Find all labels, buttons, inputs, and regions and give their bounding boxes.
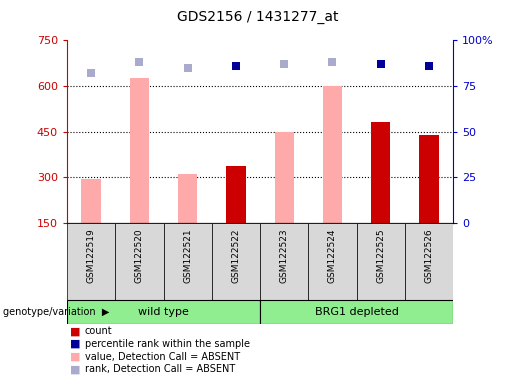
Bar bbox=[308, 223, 356, 300]
Bar bbox=[81, 179, 101, 223]
Bar bbox=[260, 223, 308, 300]
Text: GSM122526: GSM122526 bbox=[424, 228, 434, 283]
Bar bbox=[178, 174, 197, 223]
Text: rank, Detection Call = ABSENT: rank, Detection Call = ABSENT bbox=[85, 364, 235, 374]
Text: value, Detection Call = ABSENT: value, Detection Call = ABSENT bbox=[85, 352, 240, 362]
Bar bbox=[67, 223, 115, 300]
Text: GSM122524: GSM122524 bbox=[328, 228, 337, 283]
Text: count: count bbox=[85, 326, 113, 336]
Bar bbox=[163, 223, 212, 300]
Bar bbox=[67, 300, 260, 324]
Text: GSM122523: GSM122523 bbox=[280, 228, 289, 283]
Bar bbox=[356, 223, 405, 300]
Text: GSM122525: GSM122525 bbox=[376, 228, 385, 283]
Text: ■: ■ bbox=[70, 364, 80, 374]
Bar bbox=[260, 300, 453, 324]
Text: ■: ■ bbox=[70, 326, 80, 336]
Bar bbox=[226, 167, 246, 223]
Bar bbox=[371, 122, 390, 223]
Text: GDS2156 / 1431277_at: GDS2156 / 1431277_at bbox=[177, 10, 338, 24]
Bar bbox=[130, 78, 149, 223]
Bar bbox=[274, 131, 294, 223]
Text: GSM122519: GSM122519 bbox=[87, 228, 96, 283]
Bar bbox=[419, 134, 439, 223]
Text: wild type: wild type bbox=[138, 307, 189, 317]
Text: GSM122520: GSM122520 bbox=[135, 228, 144, 283]
Text: ■: ■ bbox=[70, 339, 80, 349]
Text: genotype/variation  ▶: genotype/variation ▶ bbox=[3, 307, 109, 317]
Bar bbox=[212, 223, 260, 300]
Text: BRG1 depleted: BRG1 depleted bbox=[315, 307, 399, 317]
Text: GSM122522: GSM122522 bbox=[231, 228, 241, 283]
Bar bbox=[405, 223, 453, 300]
Bar bbox=[115, 223, 163, 300]
Bar bbox=[323, 86, 342, 223]
Text: GSM122521: GSM122521 bbox=[183, 228, 192, 283]
Text: ■: ■ bbox=[70, 352, 80, 362]
Text: percentile rank within the sample: percentile rank within the sample bbox=[85, 339, 250, 349]
